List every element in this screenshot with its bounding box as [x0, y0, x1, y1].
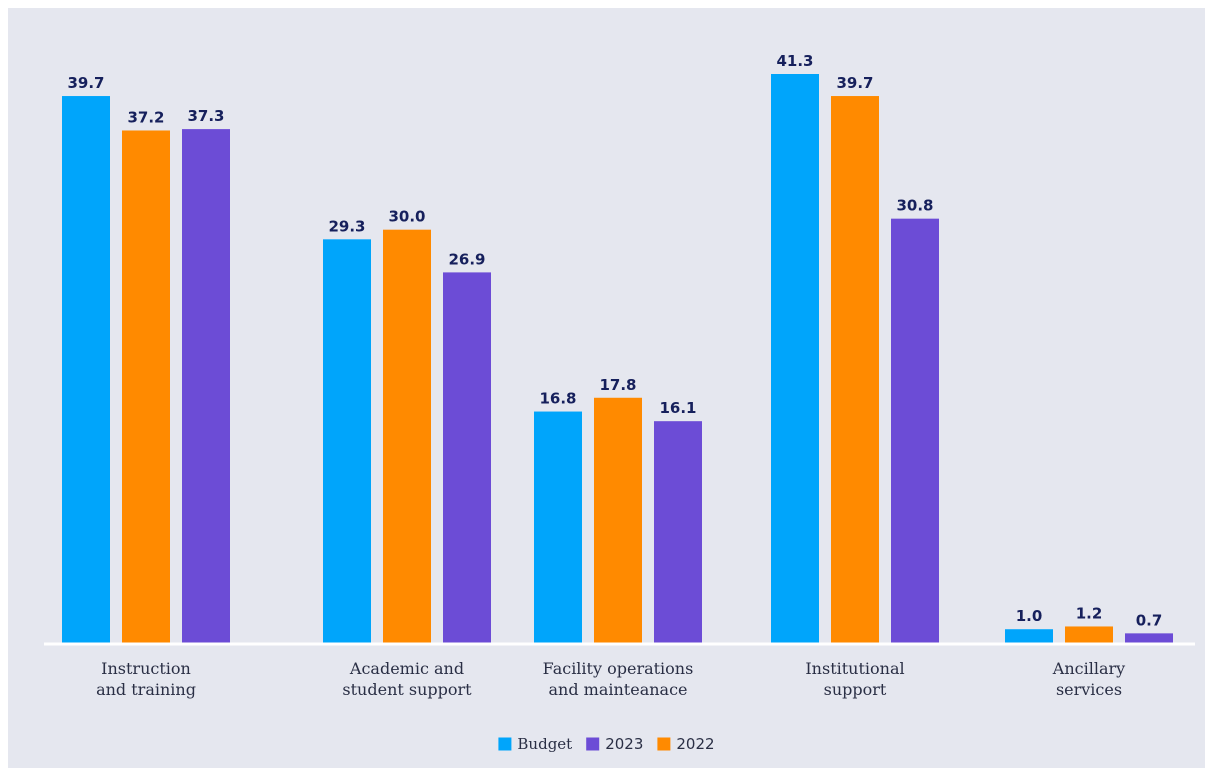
- value-label-budget-0: 39.7: [67, 74, 104, 92]
- value-label-2023-0: 37.3: [187, 107, 224, 125]
- value-label-2023-4: 0.7: [1136, 611, 1163, 629]
- category-label-2: Facility operations and mainteanace: [543, 659, 694, 699]
- legend-label-2023: 2023: [605, 735, 643, 753]
- bar-budget-0: [62, 96, 110, 644]
- legend-swatch-budget: [498, 737, 512, 751]
- value-label-budget-2: 16.8: [539, 390, 576, 408]
- legend-item-2023: 2023: [586, 735, 643, 753]
- bar-budget-2: [534, 411, 582, 643]
- category-label-4: Ancillary services: [1052, 659, 1125, 699]
- value-label-2022-3: 39.7: [836, 74, 873, 92]
- value-labels-layer: 39.7 37.2 37.3 29.3 30.0 26.9 16.8 17.8 16.1 41.3…: [67, 52, 1162, 629]
- bar-2023-1: [443, 272, 491, 643]
- legend-label-2022: 2022: [676, 735, 714, 753]
- bar-2023-4: [1125, 633, 1173, 643]
- value-label-2022-0: 37.2: [127, 108, 164, 126]
- bar-2022-1: [383, 229, 431, 644]
- value-label-2022-2: 17.8: [599, 376, 636, 394]
- category-label-1: Academic and student support: [342, 659, 472, 699]
- bar-budget-1: [323, 239, 371, 643]
- value-label-budget-1: 29.3: [328, 217, 365, 235]
- value-label-2023-2: 16.1: [659, 399, 696, 417]
- value-label-2023-1: 26.9: [448, 250, 485, 268]
- chart-panel: 39.7 37.2 37.3 29.3 30.0 26.9 16.8 17.8 16.1 41.3…: [8, 8, 1205, 768]
- category-labels-layer: Instruction and training Academic and stude…: [96, 659, 1125, 699]
- bar-2023-0: [182, 129, 230, 643]
- bar-chart: 39.7 37.2 37.3 29.3 30.0 26.9 16.8 17.8 16.1 41.3…: [44, 52, 1195, 753]
- bars-layer: [62, 74, 1173, 644]
- category-label-0: Instruction and training: [96, 659, 196, 699]
- bar-2022-0: [122, 130, 170, 643]
- bar-budget-3: [771, 74, 819, 643]
- legend-swatch-2022: [657, 737, 671, 751]
- value-label-2022-1: 30.0: [388, 208, 425, 226]
- value-label-2022-4: 1.2: [1076, 604, 1103, 622]
- bar-2022-4: [1065, 626, 1113, 643]
- legend-swatch-2023: [586, 737, 600, 751]
- legend-label-budget: Budget: [517, 735, 572, 753]
- category-label-3: Institutional support: [805, 659, 904, 699]
- legend-item-2022: 2022: [657, 735, 715, 753]
- value-label-budget-3: 41.3: [776, 52, 813, 70]
- bar-2022-3: [831, 96, 879, 644]
- bar-2022-2: [594, 397, 642, 643]
- value-label-budget-4: 1.0: [1016, 607, 1043, 625]
- bar-budget-4: [1005, 629, 1053, 643]
- bar-2023-3: [891, 218, 939, 643]
- legend: Budget 2023 2022: [498, 735, 715, 753]
- value-label-2023-3: 30.8: [896, 197, 933, 215]
- bar-2023-2: [654, 421, 702, 643]
- legend-item-budget: Budget: [498, 735, 572, 753]
